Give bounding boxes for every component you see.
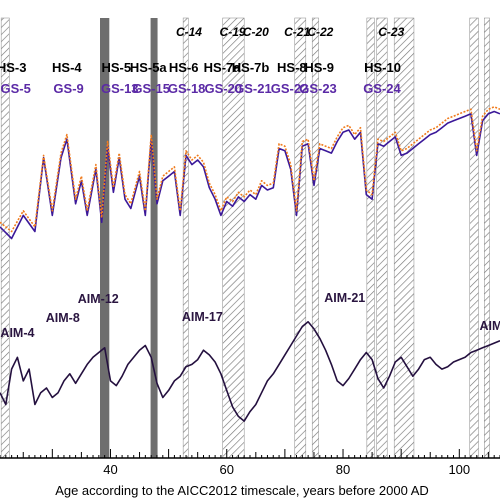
hatched-band	[469, 17, 479, 459]
hatched-band	[484, 17, 490, 459]
series-line	[0, 321, 500, 422]
heinrich-stadial-label: HS-10	[364, 60, 401, 75]
greenland-stadial-label: GS-5	[1, 81, 31, 96]
x-tick-label: 40	[103, 462, 117, 477]
dark-band	[150, 18, 158, 458]
greenland-stadial-label: GS-20	[204, 81, 242, 96]
aim-label: AIM-4	[0, 326, 34, 340]
aim-label: AIM-12	[78, 292, 119, 306]
x-tick-label: 100	[448, 462, 470, 477]
cold-event-label: C-20	[243, 25, 269, 39]
greenland-stadial-label: GS-24	[363, 81, 401, 96]
greenland-stadial-label: GS-22	[271, 81, 309, 96]
heinrich-stadial-label: HS-7a	[204, 60, 242, 75]
series-line	[0, 106, 500, 233]
aim-label: AIM-21	[324, 291, 365, 305]
series-line	[0, 110, 500, 240]
cold-event-label: C-14	[176, 25, 202, 39]
greenland-stadial-label: GS-9	[53, 81, 83, 96]
cold-event-label: C-22	[307, 25, 333, 39]
heinrich-stadial-label: HS-7b	[232, 60, 270, 75]
greenland-stadial-label: GS-23	[299, 81, 337, 96]
cold-event-label: C-21	[284, 25, 310, 39]
aim-label: AIM-8	[46, 311, 80, 325]
greenland-stadial-label: GS-15	[132, 81, 170, 96]
greenland-stadial-label: GS-18	[168, 81, 206, 96]
heinrich-stadial-label: HS-9	[304, 60, 334, 75]
heinrich-stadial-label: HS-5	[101, 60, 131, 75]
heinrich-stadial-label: HS-5a	[130, 60, 168, 75]
heinrich-stadial-label: HS-8	[277, 60, 307, 75]
x-tick-label: 60	[220, 462, 234, 477]
cold-event-label: C-23	[378, 25, 404, 39]
aim-label: AIM-24	[480, 319, 500, 333]
heinrich-stadial-label: HS-4	[52, 60, 82, 75]
heinrich-stadial-label: HS-6	[169, 60, 199, 75]
x-axis-label: Age according to the AICC2012 timescale,…	[55, 483, 429, 498]
dark-band	[100, 18, 110, 458]
cold-event-label: C-19	[220, 25, 246, 39]
heinrich-stadial-label: HS-3	[0, 60, 26, 75]
greenland-stadial-label: GS-21	[234, 81, 272, 96]
x-tick-label: 80	[336, 462, 350, 477]
aim-label: AIM-17	[182, 310, 223, 324]
greenland-stadial-label: GS-13	[101, 81, 139, 96]
